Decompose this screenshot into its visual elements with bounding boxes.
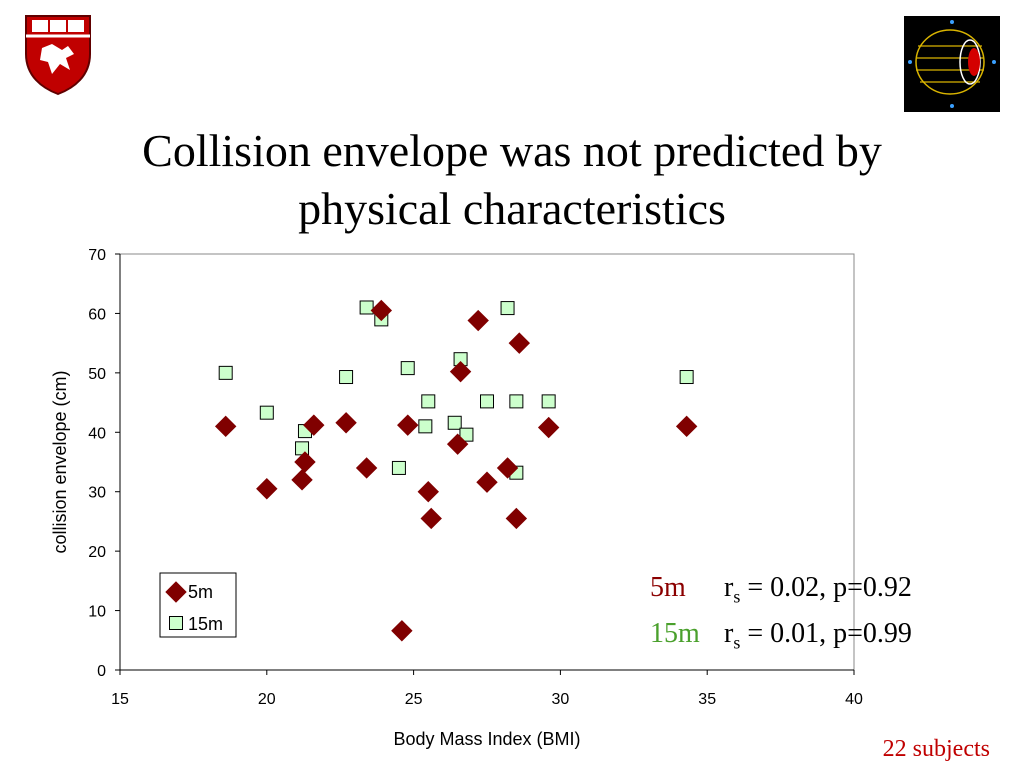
stats-tag-15m: 15m xyxy=(650,618,700,649)
stats-row-15m: 15m rs = 0.01, p=0.99 xyxy=(650,618,912,654)
legend-label-5m: 5m xyxy=(188,582,213,602)
point-5m xyxy=(397,414,419,436)
y-tick-label: 50 xyxy=(88,366,106,383)
point-15m xyxy=(421,394,436,409)
plot-area xyxy=(119,253,855,671)
x-tick-label: 35 xyxy=(698,691,716,708)
point-15m xyxy=(359,300,374,315)
point-15m xyxy=(259,405,274,420)
x-axis-label: Body Mass Index (BMI) xyxy=(393,729,580,749)
stats-r-subscript: s xyxy=(733,632,741,653)
point-5m xyxy=(508,332,531,354)
x-tick-label: 15 xyxy=(111,691,129,708)
point-15m xyxy=(541,394,556,409)
title-line-2: physical characteristics xyxy=(298,183,726,234)
point-15m xyxy=(679,370,694,385)
point-5m xyxy=(446,433,469,455)
stats-tag-5m: 5m xyxy=(650,572,686,603)
footnote-subjects: 22 subjects xyxy=(882,736,990,762)
point-5m xyxy=(291,469,313,491)
point-5m xyxy=(355,457,378,479)
stats-value-15m: = 0.01, p=0.99 xyxy=(740,618,912,649)
stats-r-subscript: s xyxy=(733,586,741,607)
point-15m xyxy=(459,427,474,442)
x-tick-label: 25 xyxy=(405,691,423,708)
y-tick-label: 0 xyxy=(97,663,106,680)
y-tick-label: 40 xyxy=(88,425,106,442)
point-5m xyxy=(496,457,519,479)
point-5m xyxy=(391,620,413,642)
stats-value-5m: = 0.02, p=0.92 xyxy=(740,572,912,603)
point-5m xyxy=(335,412,357,434)
point-15m xyxy=(509,394,524,409)
point-5m xyxy=(303,414,325,436)
point-5m xyxy=(420,507,442,530)
y-axis-label: collision envelope (cm) xyxy=(50,370,70,553)
stats-r-symbol: r xyxy=(724,572,734,603)
point-15m xyxy=(447,415,462,430)
point-15m xyxy=(218,365,233,380)
y-tick-label: 20 xyxy=(88,544,106,561)
point-15m xyxy=(500,301,515,316)
point-5m xyxy=(256,478,278,500)
point-5m xyxy=(505,507,528,530)
slide-title: Collision envelope was not predicted by … xyxy=(0,122,1024,238)
point-15m xyxy=(418,419,433,434)
point-5m xyxy=(370,299,393,322)
globe-schematic-logo xyxy=(904,16,1000,112)
point-5m xyxy=(294,451,316,473)
point-5m xyxy=(449,360,472,383)
stats-r-symbol: r xyxy=(724,618,734,649)
harvard-shield-logo xyxy=(24,14,92,96)
point-15m xyxy=(295,441,310,456)
point-15m xyxy=(339,370,354,385)
y-tick-label: 70 xyxy=(88,247,106,264)
y-tick-label: 60 xyxy=(88,306,106,323)
point-5m xyxy=(537,416,560,439)
point-5m xyxy=(417,481,439,503)
y-tick-label: 30 xyxy=(88,485,106,502)
point-15m xyxy=(400,361,415,376)
x-tick-label: 20 xyxy=(258,691,276,708)
legend-marker-15m xyxy=(169,616,183,630)
legend-label-15m: 15m xyxy=(188,614,223,634)
point-5m xyxy=(467,309,489,332)
point-5m xyxy=(675,415,698,438)
y-tick-label: 10 xyxy=(88,604,106,621)
point-5m xyxy=(476,471,498,493)
point-15m xyxy=(391,460,406,475)
legend-marker-5m xyxy=(165,581,187,603)
x-tick-label: 30 xyxy=(552,691,570,708)
point-5m xyxy=(214,415,237,438)
point-15m xyxy=(480,394,494,409)
title-line-1: Collision envelope was not predicted by xyxy=(142,125,882,176)
stats-row-5m: 5m rs = 0.02, p=0.92 xyxy=(650,572,912,608)
x-tick-label: 40 xyxy=(845,691,863,708)
